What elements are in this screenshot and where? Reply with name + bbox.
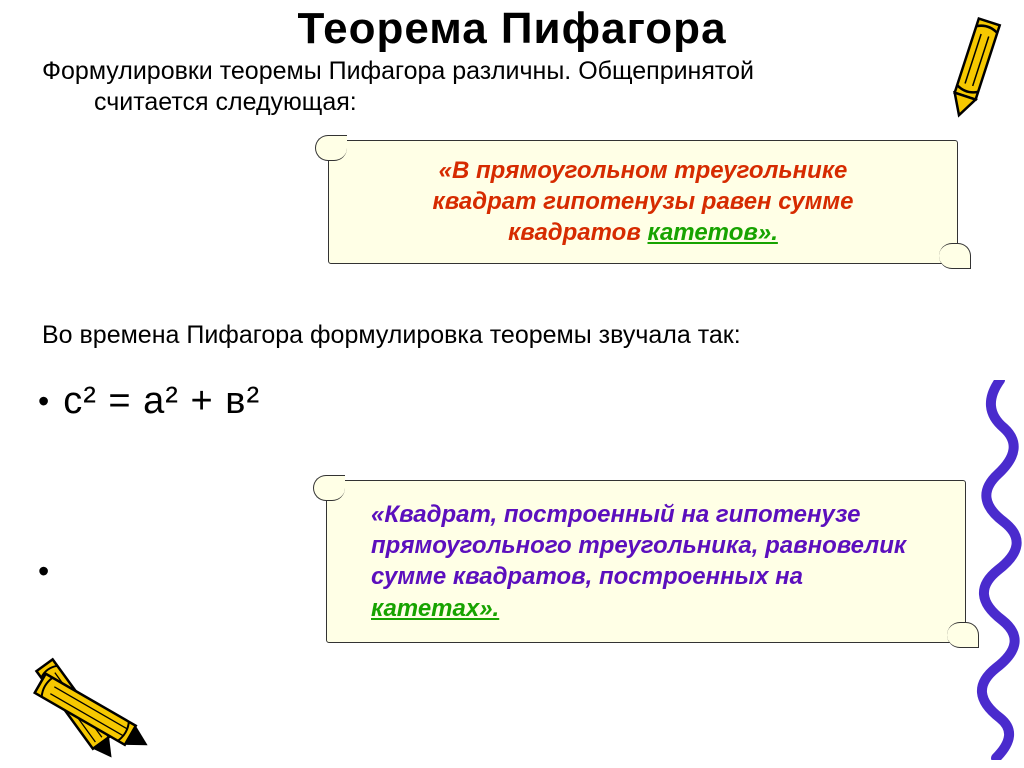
- scroll-curl-icon: [315, 135, 347, 161]
- intro-text: Формулировки теоремы Пифагора различны. …: [0, 54, 1024, 119]
- formula-row: • с² = а² + в²: [0, 380, 1024, 423]
- formulation-modern-prefix: «В прямоугольном треугольнике квадрат ги…: [433, 157, 854, 246]
- formulation-modern-text: «В прямоугольном треугольнике квадрат ги…: [329, 141, 957, 263]
- formulation-historical-prefix: «Квадрат, построенный на гипотенузе прям…: [371, 501, 906, 590]
- scroll-curl-icon: [939, 243, 971, 269]
- formulation-historical-katetov: катетах».: [371, 595, 499, 622]
- scroll-curl-icon: [313, 475, 345, 501]
- pythagoras-formula: с² = а² + в²: [63, 380, 260, 423]
- formulation-box-historical: «Квадрат, построенный на гипотенузе прям…: [326, 480, 966, 643]
- squiggle-icon: [964, 380, 1024, 760]
- subtitle-historical: Во времена Пифагора формулировка теоремы…: [0, 319, 1024, 350]
- intro-line-1: Формулировки теоремы Пифагора различны. …: [42, 57, 754, 85]
- pencils-icon: [6, 592, 216, 762]
- formulation-box-modern: «В прямоугольном треугольнике квадрат ги…: [328, 140, 958, 264]
- scroll-curl-icon: [947, 622, 979, 648]
- page-title: Теорема Пифагора: [0, 0, 1024, 54]
- formulation-modern-katetov: катетов».: [648, 219, 778, 246]
- crayon-icon: [936, 6, 1016, 126]
- bullet-icon: •: [38, 385, 49, 417]
- formulation-historical-text: «Квадрат, построенный на гипотенузе прям…: [327, 481, 965, 642]
- intro-line-2: считается следующая:: [42, 88, 357, 116]
